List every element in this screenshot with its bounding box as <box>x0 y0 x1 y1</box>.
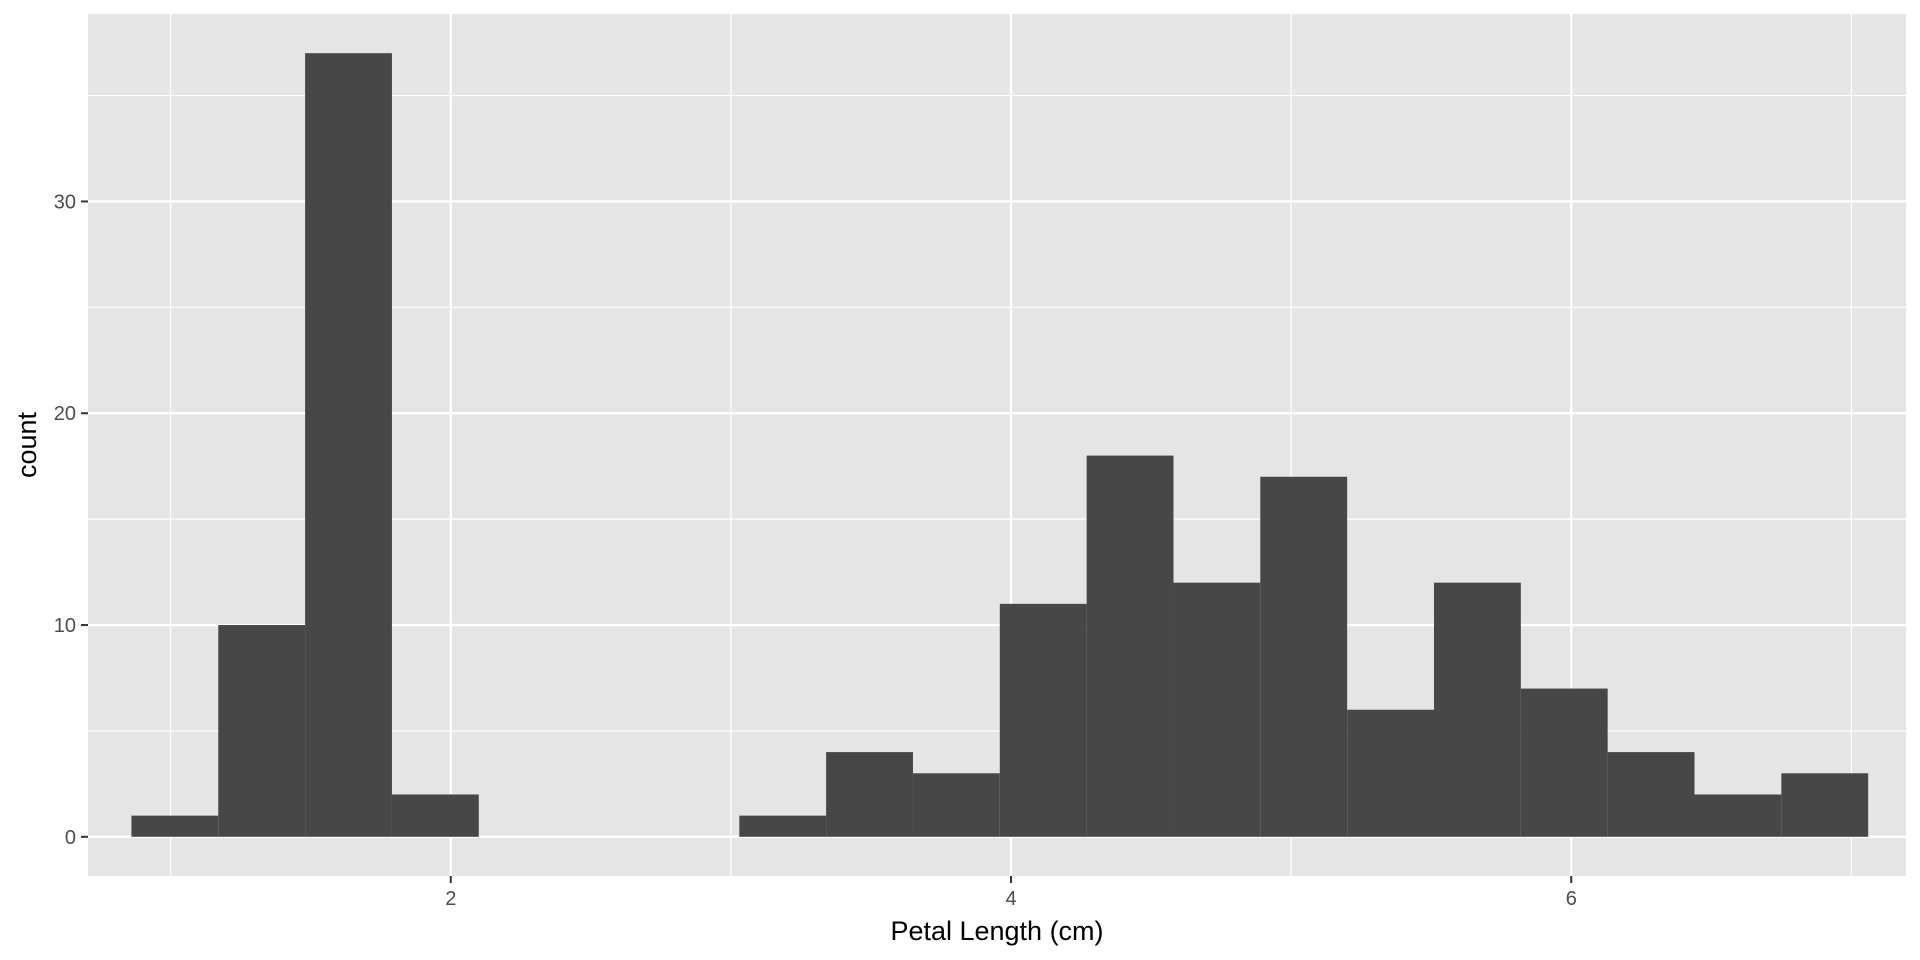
histogram-bar <box>1781 773 1869 837</box>
x-tick-label: 6 <box>1566 888 1577 910</box>
histogram-bar <box>826 752 913 837</box>
y-tick-label: 30 <box>54 191 76 213</box>
histogram-bar <box>218 625 306 837</box>
histogram-bar <box>1347 709 1434 837</box>
histogram-bars <box>131 53 1869 837</box>
histogram-bar <box>1260 476 1348 837</box>
histogram-bar <box>1173 582 1261 837</box>
histogram-bar <box>1607 752 1695 837</box>
y-tick-label: 0 <box>65 827 76 849</box>
histogram-bar <box>1086 455 1174 837</box>
histogram-bar <box>912 773 1000 837</box>
x-axis: 2 4 6 <box>445 876 1577 910</box>
histogram-bar <box>739 815 827 837</box>
histogram-bar <box>1694 794 1782 837</box>
histogram-bar <box>391 794 479 837</box>
x-tick-label: 4 <box>1005 888 1016 910</box>
histogram-bar <box>999 603 1087 837</box>
histogram-bar <box>1520 688 1608 837</box>
histogram-bar <box>131 815 219 837</box>
histogram-bar <box>305 53 392 837</box>
y-axis: 0 10 20 30 <box>54 191 88 849</box>
x-tick-label: 2 <box>445 888 456 910</box>
y-axis-title: count <box>12 411 42 478</box>
y-tick-label: 10 <box>54 615 76 637</box>
x-axis-title: Petal Length (cm) <box>890 916 1103 946</box>
histogram-bar <box>1433 582 1521 837</box>
y-tick-label: 20 <box>54 403 76 425</box>
